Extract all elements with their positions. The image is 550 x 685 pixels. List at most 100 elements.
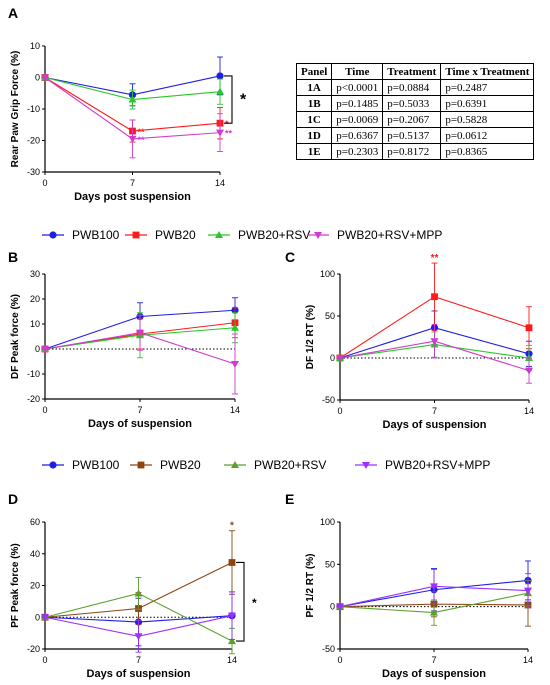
y-tick-label: -10 (27, 104, 40, 114)
data-point (216, 87, 224, 95)
significance-bracket-label: * (252, 596, 257, 610)
significance-bracket (236, 561, 245, 642)
data-point (525, 354, 533, 361)
x-tick-label: 14 (227, 655, 237, 665)
data-point (136, 329, 144, 337)
y-tick-label: 0 (330, 353, 335, 363)
x-tick-label: 14 (524, 406, 534, 416)
x-tick-label: 0 (42, 178, 47, 188)
x-tick-label: 0 (42, 655, 47, 665)
x-axis-title: Days post suspension (74, 191, 191, 203)
y-tick-label: 30 (30, 269, 40, 279)
stats-cell: p=0.8365 (440, 143, 535, 160)
legend-label: PWB20 (160, 458, 201, 472)
significance-label: * (230, 521, 234, 532)
legend-marker (215, 231, 223, 238)
legend-marker (132, 231, 140, 239)
y-tick-label: 0 (35, 344, 40, 354)
y-tick-label: 50 (325, 559, 335, 569)
data-point (430, 608, 438, 616)
legend-marker (49, 231, 57, 239)
data-point (216, 72, 224, 80)
x-axis-title: Days of suspension (87, 668, 191, 680)
y-tick-label: 50 (325, 311, 335, 321)
legend-marker (362, 462, 370, 469)
y-tick-label: 20 (30, 294, 40, 304)
data-point (430, 583, 438, 591)
x-tick-label: 7 (130, 178, 135, 188)
data-point (128, 135, 137, 143)
data-point (524, 587, 532, 595)
stats-table-row: 1A p<0.0001 p=0.0884 p=0.2487 (295, 79, 535, 96)
stats-cell: p=0.5033 (382, 95, 442, 112)
stats-header-panel: Panel (295, 63, 333, 80)
y-tick-label: -50 (322, 395, 335, 405)
y-tick-label: 100 (320, 517, 335, 527)
legend-label: PWB20+RSV+MPP (385, 458, 490, 472)
stats-table-row: 1E p=0.2303 p=0.8172 p=0.8365 (295, 143, 535, 160)
stats-cell: p=0.2303 (331, 143, 384, 160)
stats-cell: p=0.0069 (331, 111, 384, 128)
y-tick-label: -20 (27, 644, 40, 654)
y-axis-title: DF Peak force (%) (10, 294, 21, 379)
data-point (336, 603, 344, 611)
data-point (134, 589, 143, 597)
stats-cell: p=0.5828 (440, 111, 535, 128)
y-tick-label: 40 (30, 549, 40, 559)
legend-label: PWB20+RSV (238, 228, 310, 242)
x-tick-label: 7 (137, 405, 142, 415)
significance-label: ** (431, 253, 439, 264)
stats-header-treatment: Treatment (382, 63, 442, 80)
y-axis-title: PF 1/2 RT (%) (305, 554, 316, 618)
x-tick-label: 7 (432, 406, 437, 416)
data-point (128, 95, 137, 103)
stats-cell: 1A (295, 79, 333, 96)
stats-header-interaction: Time x Treatment (440, 63, 535, 80)
data-point (336, 355, 344, 362)
data-point (41, 74, 49, 82)
stats-cell: 1E (295, 143, 333, 160)
y-axis-title: PF Peak force (%) (10, 543, 21, 627)
legend-label: PWB20+RSV+MPP (337, 228, 442, 242)
x-tick-label: 7 (136, 655, 141, 665)
x-tick-label: 14 (215, 178, 225, 188)
stats-cell: p=0.8172 (382, 143, 442, 160)
y-tick-label: 10 (30, 41, 40, 51)
y-axis-title: DF 1/2 RT (%) (305, 305, 316, 369)
stats-table-header-row: Panel Time Treatment Time x Treatment (295, 63, 535, 80)
legend-label: PWB20 (155, 228, 196, 242)
x-tick-label: 14 (523, 655, 533, 665)
data-point (41, 614, 49, 622)
data-point (430, 338, 439, 346)
stats-cell: p=0.0612 (440, 127, 535, 144)
stats-header-time: Time (331, 63, 384, 80)
data-point (231, 323, 239, 331)
stats-cell: p=0.2487 (440, 79, 535, 96)
significance-label: * (225, 119, 229, 129)
stats-cell: p<0.0001 (331, 79, 384, 96)
x-axis-title: Days of suspension (383, 419, 487, 431)
legend-marker (314, 232, 322, 239)
significance-label: ** (138, 135, 146, 145)
stats-table-row: 1D p=0.6367 p=0.5137 p=0.0612 (295, 127, 535, 144)
y-tick-label: 0 (35, 73, 40, 83)
data-point (228, 559, 236, 566)
y-tick-label: 10 (30, 319, 40, 329)
stats-cell: p=0.2067 (382, 111, 442, 128)
x-tick-label: 0 (337, 655, 342, 665)
legend-label: PWB100 (72, 458, 120, 472)
y-tick-label: 0 (330, 602, 335, 612)
x-axis-title: Days of suspension (382, 668, 486, 680)
stats-cell: p=0.0884 (382, 79, 442, 96)
data-point (41, 346, 49, 353)
legend-label: PWB20+RSV (254, 458, 326, 472)
significance-label: ** (225, 129, 233, 139)
legend-marker (231, 461, 239, 468)
panel-letter: D (8, 491, 18, 507)
stats-cell: 1B (295, 95, 333, 112)
legend-label: PWB100 (72, 228, 120, 242)
y-tick-label: -20 (27, 394, 40, 404)
stats-cell: p=0.5137 (382, 127, 442, 144)
data-point (134, 633, 143, 641)
